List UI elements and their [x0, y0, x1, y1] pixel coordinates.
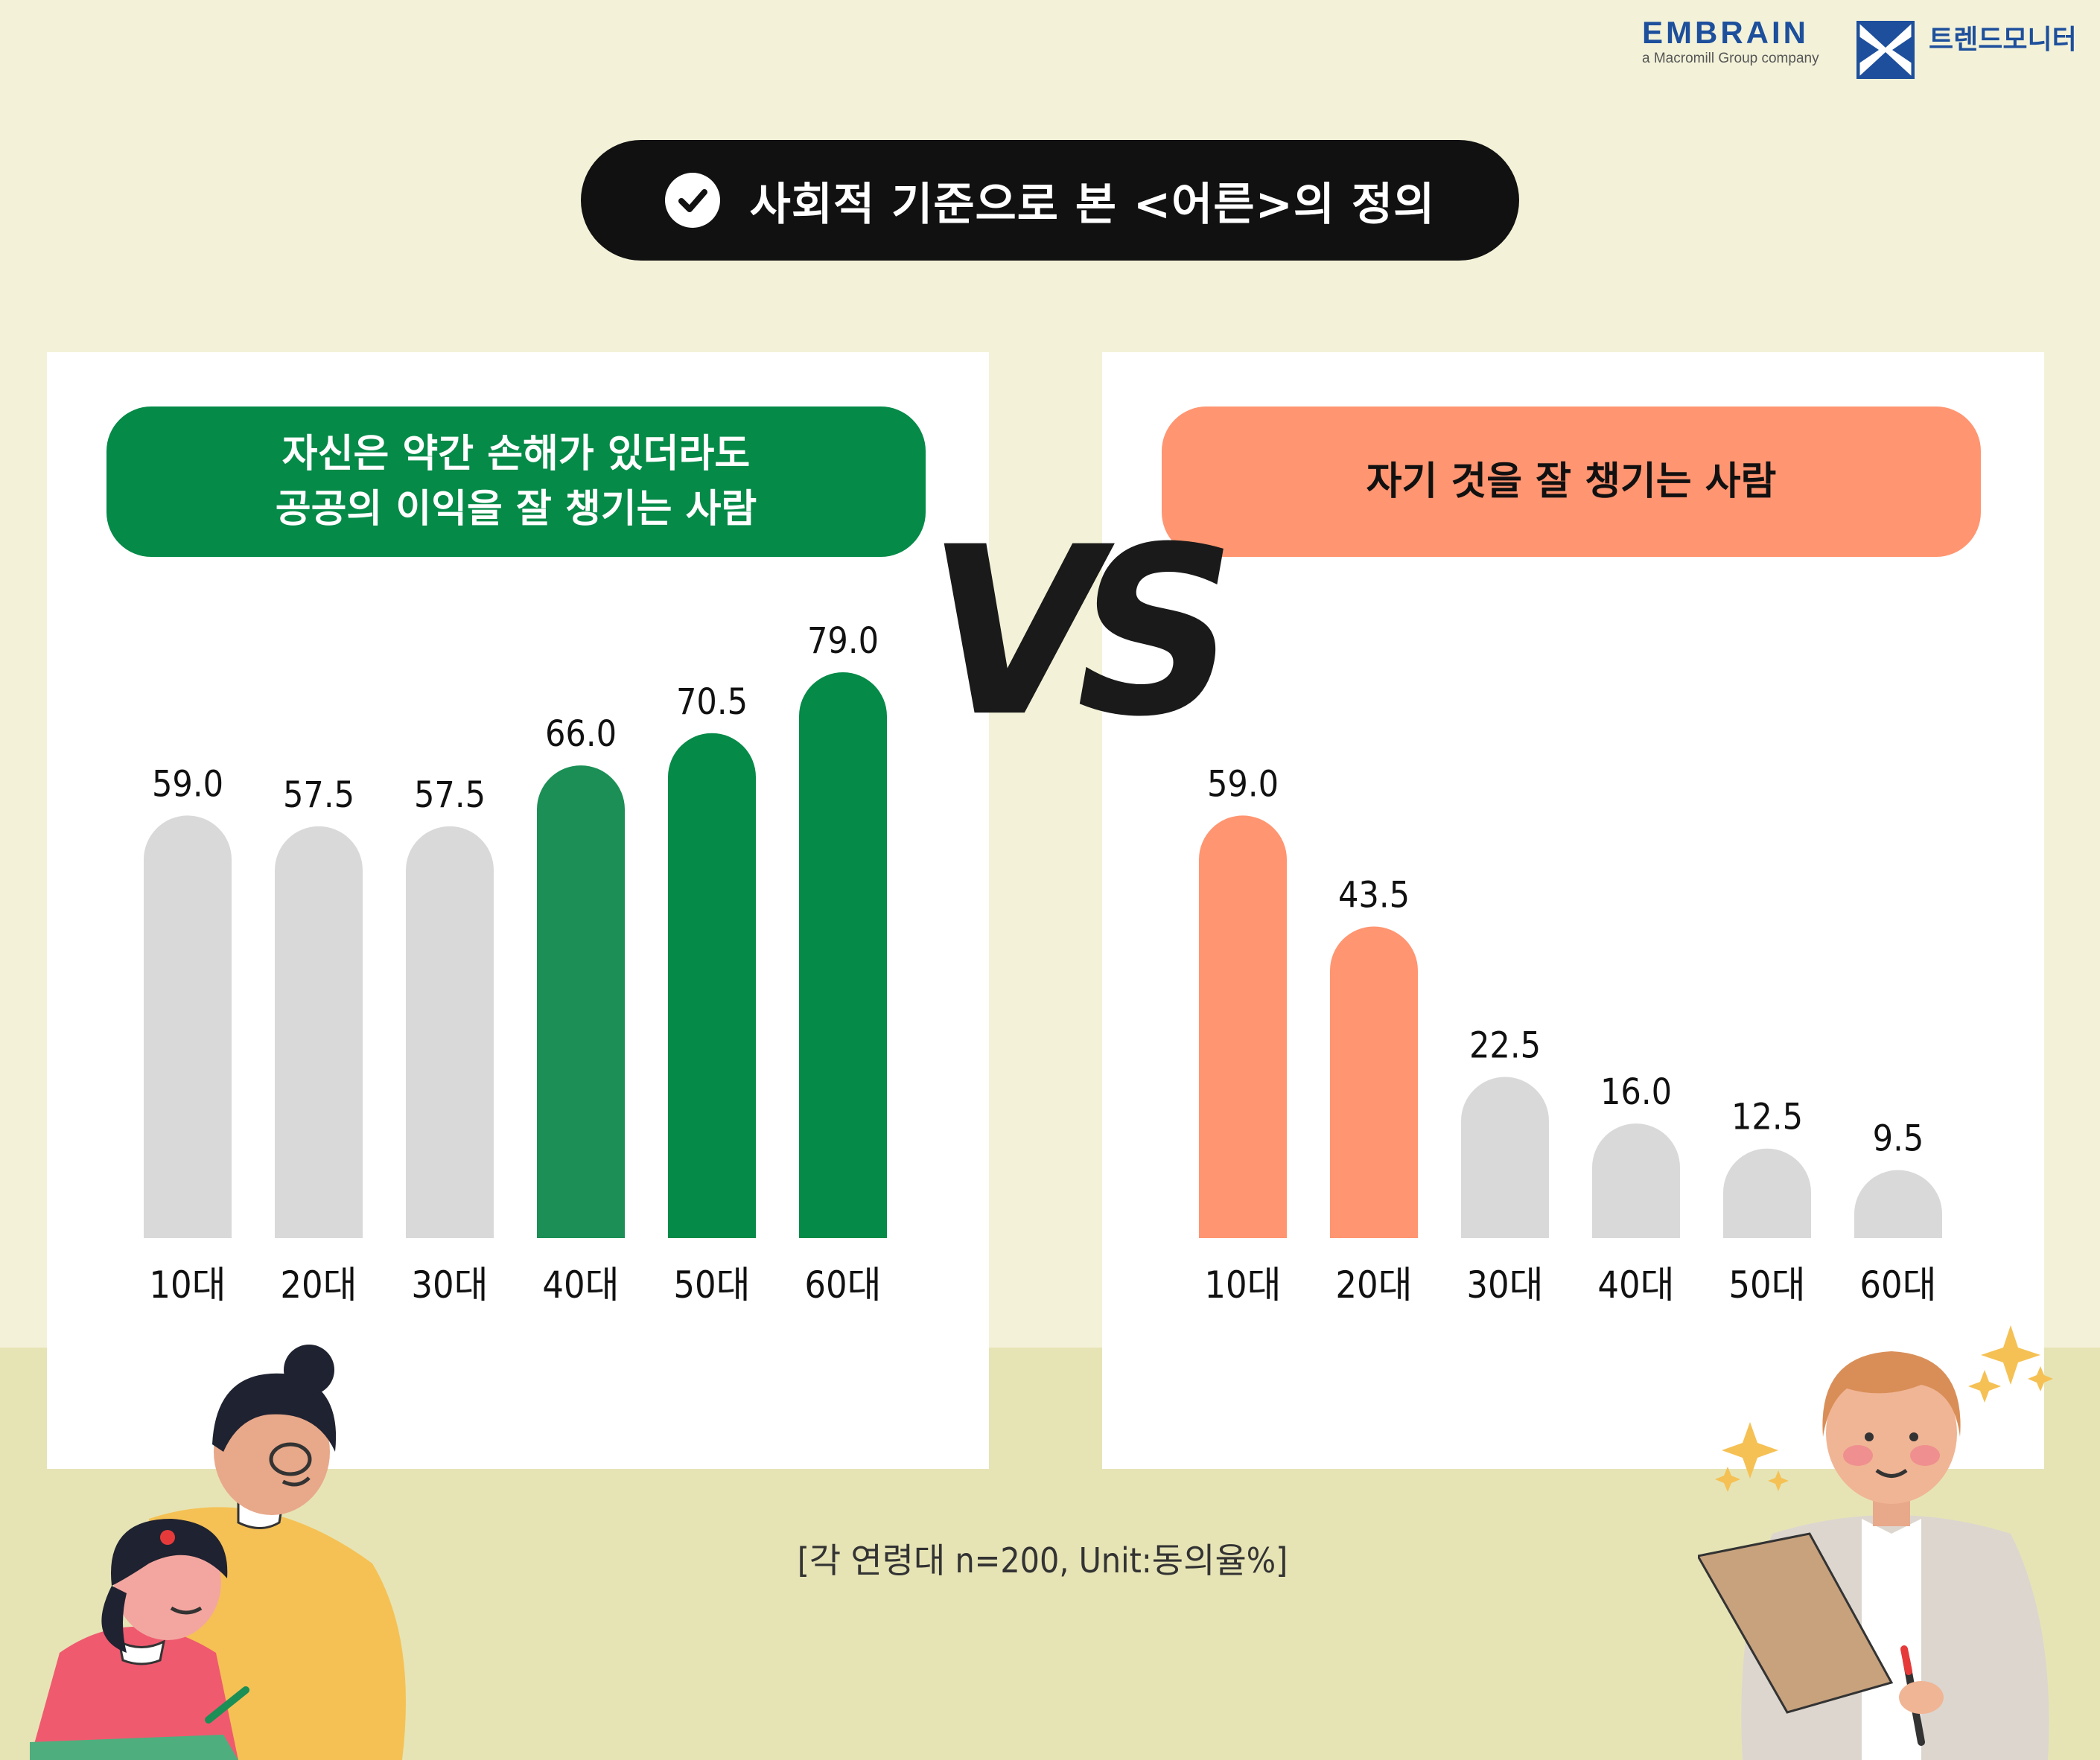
left-title-line-1: 자신은 약간 손해가 있더라도 [281, 432, 751, 476]
right-chart-title: 자기 것을 잘 챙기는 사람 [1162, 406, 1981, 557]
right-title-line-1: 자기 것을 잘 챙기는 사람 [1366, 459, 1777, 504]
sparkle-icon [1981, 1325, 2040, 1385]
right-category-label-0: 10대 [1204, 1263, 1281, 1307]
left-value-label-4: 70.5 [676, 681, 748, 723]
right-category-label-1: 20대 [1335, 1263, 1412, 1307]
title-pill: 사회적 기준으로 본 <어른>의 정의 [581, 140, 1519, 261]
left-chart-title: 자신은 약간 손해가 있더라도 공공의 이익을 잘 챙기는 사람 [106, 406, 926, 557]
mother-child-illustration [30, 1345, 406, 1760]
left-category-label-5: 60대 [804, 1263, 881, 1307]
right-value-label-2: 22.5 [1469, 1025, 1541, 1067]
left-value-label-1: 57.5 [283, 774, 354, 816]
left-category-label-4: 50대 [673, 1263, 750, 1307]
left-value-label-3: 66.0 [545, 713, 617, 755]
left-bar-5 [799, 672, 887, 1238]
right-bar-3 [1592, 1123, 1680, 1238]
embrain-brand: EMBRAIN [1642, 15, 1809, 50]
left-bar-0 [144, 815, 232, 1238]
right-bar-2 [1461, 1077, 1549, 1238]
left-category-label-2: 30대 [411, 1263, 488, 1307]
right-value-label-0: 59.0 [1207, 763, 1279, 805]
right-bar-chart: 59.0 10대 43.5 20대 22.5 30대 16.0 40대 12.5 50대 9.5 60… [1199, 763, 1942, 1307]
panel-left: 자신은 약간 손해가 있더라도 공공의 이익을 잘 챙기는 사람 59.0 10대… [47, 352, 989, 1469]
right-category-label-3: 40대 [1597, 1263, 1674, 1307]
right-bar-0 [1199, 815, 1287, 1238]
left-value-label-5: 79.0 [807, 620, 879, 662]
right-bar-1 [1330, 926, 1418, 1238]
right-value-label-4: 12.5 [1731, 1097, 1803, 1138]
panel-right: 자기 것을 잘 챙기는 사람 59.0 10대 43.5 20대 22.5 30대 16.0… [1102, 352, 2044, 1469]
page-title: 사회적 기준으로 본 <어른>의 정의 [749, 178, 1436, 231]
left-value-label-2: 57.5 [414, 774, 486, 816]
right-value-label-1: 43.5 [1338, 875, 1410, 916]
right-category-label-5: 60대 [1859, 1263, 1936, 1307]
left-category-label-1: 20대 [280, 1263, 357, 1307]
trendmonitor-logo-icon [1856, 21, 1915, 79]
right-bar-5 [1854, 1170, 1942, 1238]
right-category-label-4: 50대 [1728, 1263, 1805, 1307]
sample-note: [각 연령대 n=200, Unit:동의율%] [797, 1540, 1288, 1581]
left-title-line-2: 공공의 이익을 잘 챙기는 사람 [275, 487, 757, 532]
check-icon [664, 173, 720, 228]
embrain-subtitle: a Macromill Group company [1642, 51, 1819, 66]
right-value-label-3: 16.0 [1600, 1071, 1672, 1113]
right-bar-4 [1723, 1148, 1811, 1238]
woman-clipboard-illustration [1698, 1325, 2053, 1760]
left-category-label-3: 40대 [542, 1263, 619, 1307]
left-bar-chart: 59.0 10대 57.5 20대 57.5 30대 66.0 40대 70.5 50대 79.0 6… [144, 620, 887, 1307]
trendmonitor-name: 트렌드모니터 [1929, 25, 2077, 55]
embrain-logo: EMBRAIN a Macromill Group company [1642, 16, 1819, 67]
left-bar-2 [406, 826, 494, 1238]
right-category-label-2: 30대 [1466, 1263, 1543, 1307]
left-bar-3 [537, 765, 625, 1238]
vs-text: VS [903, 497, 1235, 768]
right-value-label-5: 9.5 [1873, 1118, 1924, 1160]
left-bar-4 [668, 733, 756, 1238]
left-bar-1 [275, 826, 363, 1238]
left-category-label-0: 10대 [149, 1263, 226, 1307]
left-value-label-0: 59.0 [152, 763, 223, 805]
